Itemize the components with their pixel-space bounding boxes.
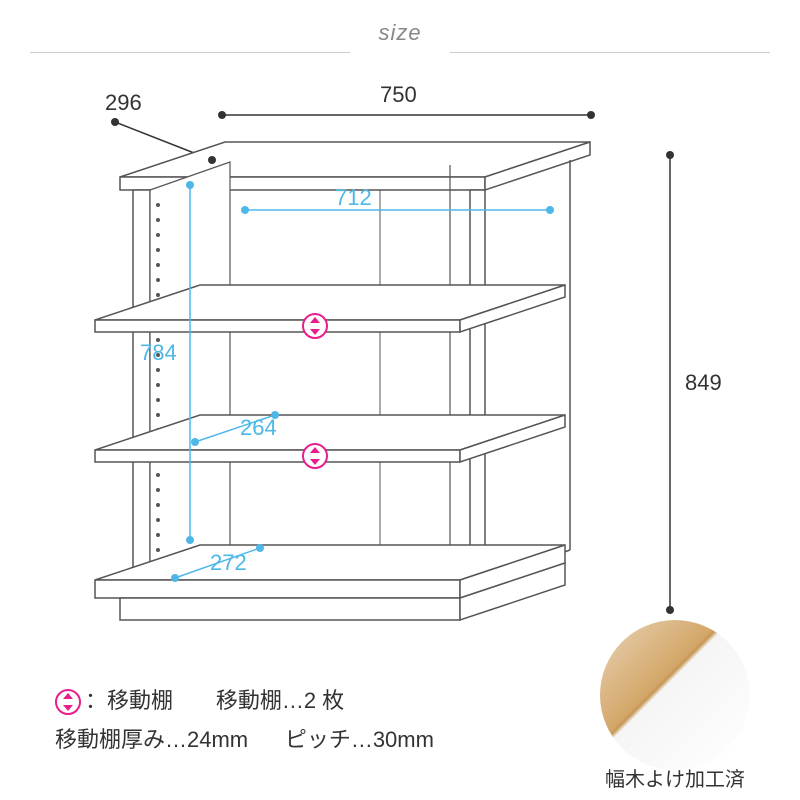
movable-shelf-icon xyxy=(55,689,81,715)
header-rule-right xyxy=(450,52,770,53)
dim-dot-inner xyxy=(191,438,199,446)
dim-dot-inner xyxy=(171,574,179,582)
dim-height: 849 xyxy=(685,370,722,396)
dim-bottom-depth: 272 xyxy=(210,550,247,576)
dim-dot xyxy=(208,156,216,164)
movable-shelf-icon xyxy=(302,313,328,339)
legend-icon-label: ：移動棚 xyxy=(85,688,173,713)
legend-shelf-count: 移動棚…2 枚 xyxy=(216,688,344,713)
legend-pitch: ピッチ…30mm xyxy=(285,727,434,752)
dim-depth: 296 xyxy=(105,90,142,116)
dim-inner-width: 712 xyxy=(335,185,372,211)
dim-dot xyxy=(666,606,674,614)
legend-row-1: ：移動棚 移動棚…2 枚 xyxy=(55,681,434,721)
movable-shelf-icon xyxy=(302,443,328,469)
dim-dot-inner xyxy=(241,206,249,214)
size-header: size xyxy=(0,20,800,46)
photo-caption: 幅木よけ加工済 xyxy=(605,763,745,792)
dim-dot xyxy=(587,111,595,119)
dim-dot xyxy=(111,118,119,126)
header-label: size xyxy=(378,20,421,45)
dim-dot-inner xyxy=(256,544,264,552)
dim-width: 750 xyxy=(380,82,417,108)
dim-dot-inner xyxy=(186,536,194,544)
legend-thickness: 移動棚厚み…24mm xyxy=(55,727,248,752)
legend-row-2: 移動棚厚み…24mm ピッチ…30mm xyxy=(55,720,434,760)
shelf-diagram: 296 750 849 712 784 264 272 xyxy=(60,80,740,650)
dim-dot xyxy=(218,111,226,119)
dim-dot xyxy=(666,151,674,159)
dim-inner-height: 784 xyxy=(140,340,177,366)
legend: ：移動棚 移動棚…2 枚 移動棚厚み…24mm ピッチ…30mm xyxy=(55,681,434,760)
dim-dot-inner xyxy=(186,181,194,189)
header-rule-left xyxy=(30,52,350,53)
baseboard-cutout-photo xyxy=(600,620,750,770)
dim-shelf-depth: 264 xyxy=(240,415,277,441)
dim-dot-inner xyxy=(546,206,554,214)
